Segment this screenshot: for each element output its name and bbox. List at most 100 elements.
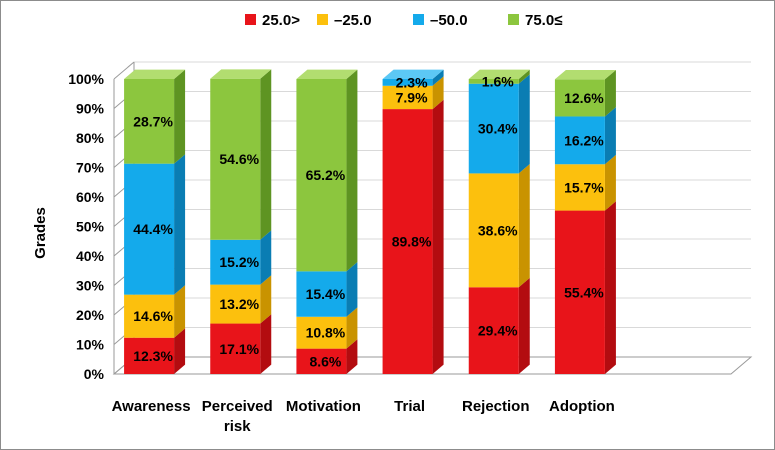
data-label-awareness-s3: 28.7% (133, 113, 173, 129)
bar-awareness-25-0-front (124, 294, 175, 338)
bar-motivation-75-0 (296, 69, 358, 272)
legend-item-25-0: 25.0> (245, 12, 300, 29)
data-label-rejection-s1: 38.6% (478, 222, 518, 238)
x-tick-label-motivation: Motivation (286, 398, 361, 415)
bar-rejection-50-0-front (468, 83, 519, 174)
legend-label: –50.0 (430, 12, 468, 29)
bar-awareness-50-0-front (124, 163, 175, 295)
y-tick-label: 80% (76, 130, 105, 146)
bar-adoption-25-0 (554, 154, 616, 211)
bar-motivation-25-0-front (296, 316, 347, 349)
data-label-perceived-risk-s1: 13.2% (219, 296, 259, 312)
bar-awareness-75-0-top (124, 69, 186, 79)
bar-motivation-25-0-side (346, 339, 358, 374)
bar-perceived-risk-75-0 (210, 69, 272, 240)
legend-swatch (413, 14, 424, 25)
bar-motivation-50-0-side (346, 261, 358, 317)
bar-rejection-50-0 (468, 74, 530, 174)
bar-perceived-risk-75-0-front (210, 78, 261, 240)
data-label-motivation-s2: 15.4% (306, 286, 346, 302)
data-label-awareness-s2: 44.4% (133, 221, 173, 237)
bar-motivation-75-0-side (346, 69, 358, 272)
bar-awareness-75-0-front (124, 79, 175, 164)
y-tick-label: 0% (84, 366, 105, 382)
bar-trial-25-0 (382, 99, 444, 375)
bar-adoption-25-0 (554, 201, 616, 374)
bar-motivation-50-0-front (296, 271, 347, 317)
bar-perceived-risk-75-0-side (260, 69, 272, 240)
legend: 25.0> –25.0 –50.0 75.0≤ (245, 12, 562, 29)
legend-swatch (508, 14, 519, 25)
data-label-trial-s1: 7.9% (396, 89, 428, 105)
bars (124, 69, 616, 375)
bar-awareness-25-0-side (174, 328, 186, 374)
x-axis-labels: Awareness Perceived risk Motivation Trial Rej… (112, 398, 615, 435)
bar-trial-25-0-front (382, 109, 433, 374)
bar-perceived-risk-25-0-side (260, 314, 272, 374)
y-tick-label: 70% (76, 160, 105, 176)
x-tick-label-perceived-risk: Perceived (202, 398, 273, 415)
data-labels: 12.3% 14.6% 44.4% 28.7% 17.1% 13.2% 15.2% 54.6%… (133, 73, 604, 369)
bar-perceived-risk-25-0 (210, 314, 272, 374)
bar-adoption-25-0-front (554, 164, 605, 211)
bar-trial-50-0-front (382, 79, 433, 86)
bar-adoption-50-0-front (554, 116, 605, 165)
data-label-awareness-s0: 12.3% (133, 348, 173, 364)
bar-rejection-75-0-top (468, 69, 530, 79)
y-axis-title: Grades (32, 207, 49, 259)
legend-item-75-0: 75.0≤ (508, 12, 562, 29)
bar-awareness-25-0 (124, 328, 186, 374)
bar-motivation-25-0-front (296, 348, 347, 374)
bar-perceived-risk-50-0-front (210, 239, 261, 285)
bar-rejection-25-0-side (518, 277, 530, 374)
bar-adoption-25-0-side (604, 154, 616, 211)
y-tick-label: 90% (76, 101, 105, 117)
bar-motivation-25-0-side (346, 307, 358, 349)
bar-perceived-risk-25-0-side (260, 275, 272, 324)
legend-label: 25.0> (262, 12, 300, 29)
x-tick-label-adoption: Adoption (549, 398, 615, 415)
data-label-rejection-s2: 30.4% (478, 121, 518, 137)
bar-awareness-25-0 (124, 285, 186, 338)
legend-label: –25.0 (334, 12, 372, 29)
bar-awareness-75-0-side (174, 69, 186, 164)
legend-swatch (317, 14, 328, 25)
bar-adoption-25-0-front (554, 210, 605, 374)
data-label-motivation-s0: 8.6% (309, 353, 341, 369)
data-label-perceived-risk-s0: 17.1% (219, 341, 259, 357)
bar-adoption-75-0-front (554, 79, 605, 117)
bar-awareness-50-0-side (174, 154, 186, 295)
data-label-rejection-s0: 29.4% (478, 323, 518, 339)
x-tick-label-rejection: Rejection (462, 398, 530, 415)
data-label-perceived-risk-s2: 15.2% (219, 254, 259, 270)
bar-adoption-50-0 (554, 107, 616, 165)
bar-awareness-75-0 (124, 69, 186, 164)
bar-trial-50-0-top (382, 69, 444, 79)
bar-awareness-25-0-side (174, 285, 186, 338)
y-tick-label: 20% (76, 307, 105, 323)
y-tick-label: 30% (76, 278, 105, 294)
y-tick-label: 50% (76, 219, 105, 235)
legend-item-25-0: –25.0 (317, 12, 372, 29)
bar-rejection-25-0-front (468, 287, 519, 374)
bar-perceived-risk-75-0-top (210, 69, 272, 79)
data-label-awareness-s1: 14.6% (133, 308, 173, 324)
data-label-adoption-s0: 55.4% (564, 284, 604, 300)
bar-rejection-75-0 (468, 69, 530, 84)
data-label-adoption-s3: 12.6% (564, 90, 604, 106)
bar-perceived-risk-25-0-front (210, 323, 261, 374)
bar-awareness-25-0-front (124, 337, 175, 374)
bar-trial-25-0 (382, 76, 444, 110)
bar-rejection-75-0-front (468, 79, 519, 84)
bar-motivation-75-0-front (296, 79, 347, 272)
y-tick-label: 100% (68, 71, 104, 87)
data-label-motivation-s1: 10.8% (306, 325, 346, 341)
y-tick-label: 40% (76, 248, 105, 264)
bar-trial-50-0-side (432, 69, 444, 86)
legend-label: 75.0≤ (525, 12, 562, 29)
data-label-motivation-s3: 65.2% (306, 167, 346, 183)
bar-trial-25-0-side (432, 99, 444, 375)
x-tick-label-awareness: Awareness (112, 398, 191, 415)
